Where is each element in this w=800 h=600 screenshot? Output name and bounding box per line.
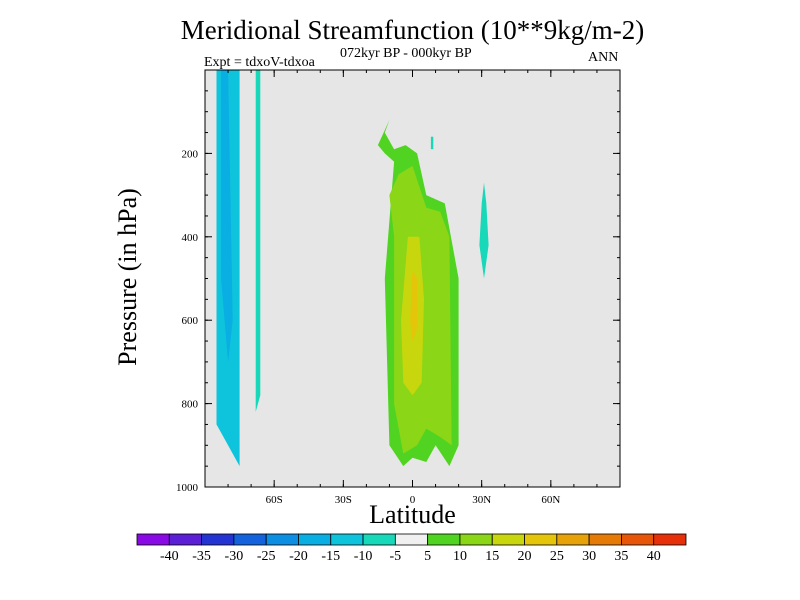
contour-region — [430, 136, 434, 150]
experiment-label: Expt = tdxoV-tdxoa — [204, 55, 315, 70]
colorbar-swatch — [459, 533, 493, 546]
colorbar-swatch — [621, 533, 655, 546]
colorbar: -40 -35 -30 -25 -20 -15 -10 -5 5 10 15 20 25 30 35 40 — [136, 533, 687, 564]
colorbar-swatch — [588, 533, 622, 546]
colorbar-swatch — [298, 533, 332, 546]
contour-region — [410, 270, 418, 342]
y-tick-label: 600 — [182, 315, 199, 327]
y-tick-label: 200 — [182, 148, 199, 160]
chart-title: Meridional Streamfunction (10**9kg/m-2) — [180, 15, 645, 45]
contour-region — [221, 70, 233, 362]
colorbar-label: 10 — [453, 549, 467, 564]
colorbar-label: 20 — [518, 549, 532, 564]
colorbar-swatch — [201, 533, 235, 546]
plot-area: 60S 30S 0 30N 60N 200 400 600 800 1000 — [176, 69, 621, 506]
colorbar-swatch — [362, 533, 396, 546]
colorbar-label: -25 — [257, 549, 276, 564]
colorbar-label: 5 — [424, 549, 431, 564]
colorbar-swatch — [233, 533, 267, 546]
colorbar-swatch — [427, 533, 461, 546]
contour-region — [479, 182, 489, 279]
colorbar-swatch — [330, 533, 364, 546]
y-tick-label: 800 — [182, 399, 199, 411]
colorbar-label: -20 — [289, 549, 308, 564]
colorbar-label: 40 — [647, 549, 661, 564]
x-tick-label: 30S — [335, 494, 352, 506]
colorbar-swatch — [265, 533, 299, 546]
x-tick-label: 0 — [410, 494, 416, 506]
colorbar-swatch — [394, 533, 429, 546]
colorbar-swatch — [491, 533, 525, 546]
colorbar-label: -10 — [354, 549, 373, 564]
x-tick-label: 60N — [541, 494, 560, 506]
chart-subtitle: 072kyr BP - 000kyr BP — [340, 46, 472, 61]
colorbar-label: 25 — [550, 549, 564, 564]
contour-region — [255, 70, 261, 412]
colorbar-swatch — [653, 533, 687, 546]
colorbar-swatch — [168, 533, 202, 546]
y-tick-label: 400 — [182, 232, 199, 244]
season-label: ANN — [588, 50, 619, 65]
colorbar-label: -15 — [321, 549, 340, 564]
colorbar-label: -35 — [192, 549, 211, 564]
colorbar-label: -5 — [390, 549, 402, 564]
colorbar-swatch — [556, 533, 590, 546]
colorbar-label: 30 — [582, 549, 596, 564]
x-tick-label: 30N — [472, 494, 491, 506]
x-axis-label: Latitude — [369, 500, 456, 529]
colorbar-swatch — [524, 533, 558, 546]
colorbar-label: -30 — [225, 549, 244, 564]
colorbar-label: 15 — [485, 549, 499, 564]
y-tick-label: 1000 — [176, 482, 199, 494]
colorbar-swatch — [136, 533, 170, 546]
colorbar-label: -40 — [160, 549, 179, 564]
colorbar-label: 35 — [614, 549, 628, 564]
x-tick-label: 60S — [266, 494, 283, 506]
